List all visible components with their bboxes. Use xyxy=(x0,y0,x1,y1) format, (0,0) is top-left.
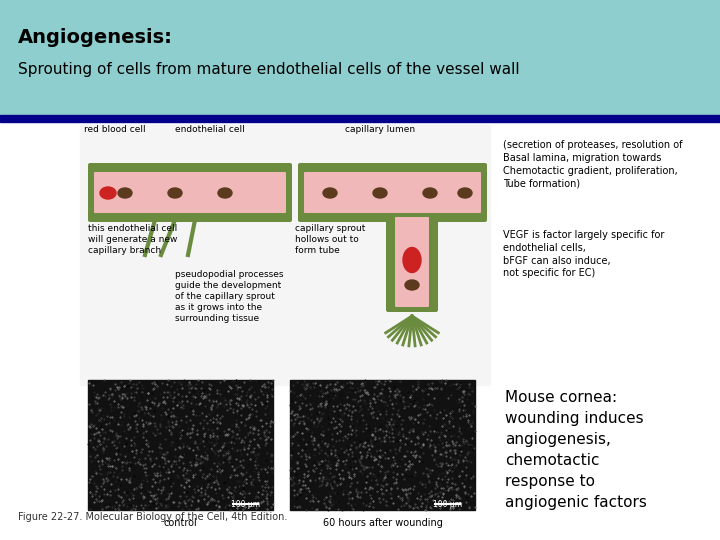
Text: capillary lumen: capillary lumen xyxy=(345,125,415,134)
Bar xyxy=(0,115,720,122)
Ellipse shape xyxy=(423,188,437,198)
Text: 100 µm: 100 µm xyxy=(433,500,462,509)
Text: pseudopodial processes
guide the development
of the capillary sprout
as it grows: pseudopodial processes guide the develop… xyxy=(175,270,284,323)
Bar xyxy=(88,380,273,510)
Text: VEGF is factor largely specific for
endothelial cells,
bFGF can also induce,
not: VEGF is factor largely specific for endo… xyxy=(503,230,665,279)
Ellipse shape xyxy=(118,188,132,198)
Bar xyxy=(290,380,475,510)
Text: 100 µm: 100 µm xyxy=(231,500,261,509)
FancyBboxPatch shape xyxy=(94,172,286,213)
Text: (secretion of proteases, resolution of
Basal lamina, migration towards
Chemotact: (secretion of proteases, resolution of B… xyxy=(503,140,683,188)
Text: 60 hours after wounding: 60 hours after wounding xyxy=(323,518,442,528)
Text: Mouse cornea:
wounding induces
angiogenesis,
chemotactic
response to
angiogenic : Mouse cornea: wounding induces angiogene… xyxy=(505,390,647,510)
Ellipse shape xyxy=(168,188,182,198)
Bar xyxy=(80,125,490,385)
Ellipse shape xyxy=(323,188,337,198)
Text: capillary sprout
hollows out to
form tube: capillary sprout hollows out to form tub… xyxy=(295,224,365,255)
Ellipse shape xyxy=(100,187,116,199)
Text: Angiogenesis:: Angiogenesis: xyxy=(18,28,173,47)
FancyBboxPatch shape xyxy=(386,216,438,312)
FancyBboxPatch shape xyxy=(304,172,481,213)
FancyBboxPatch shape xyxy=(395,217,429,307)
Bar xyxy=(0,0,720,115)
Text: red blood cell: red blood cell xyxy=(84,125,146,134)
Ellipse shape xyxy=(405,280,419,290)
Ellipse shape xyxy=(373,188,387,198)
Ellipse shape xyxy=(218,188,232,198)
Text: control: control xyxy=(163,518,197,528)
Bar xyxy=(0,122,720,540)
FancyBboxPatch shape xyxy=(298,163,487,222)
Ellipse shape xyxy=(458,188,472,198)
Text: endothelial cell: endothelial cell xyxy=(175,125,245,134)
Text: this endothelial cell
will generate a new
capillary branch: this endothelial cell will generate a ne… xyxy=(88,224,177,255)
Text: Sprouting of cells from mature endothelial cells of the vessel wall: Sprouting of cells from mature endotheli… xyxy=(18,62,520,77)
Ellipse shape xyxy=(403,247,421,273)
Text: Figure 22-27. Molecular Biology of the Cell, 4th Edition.: Figure 22-27. Molecular Biology of the C… xyxy=(18,512,287,522)
FancyBboxPatch shape xyxy=(88,163,292,222)
